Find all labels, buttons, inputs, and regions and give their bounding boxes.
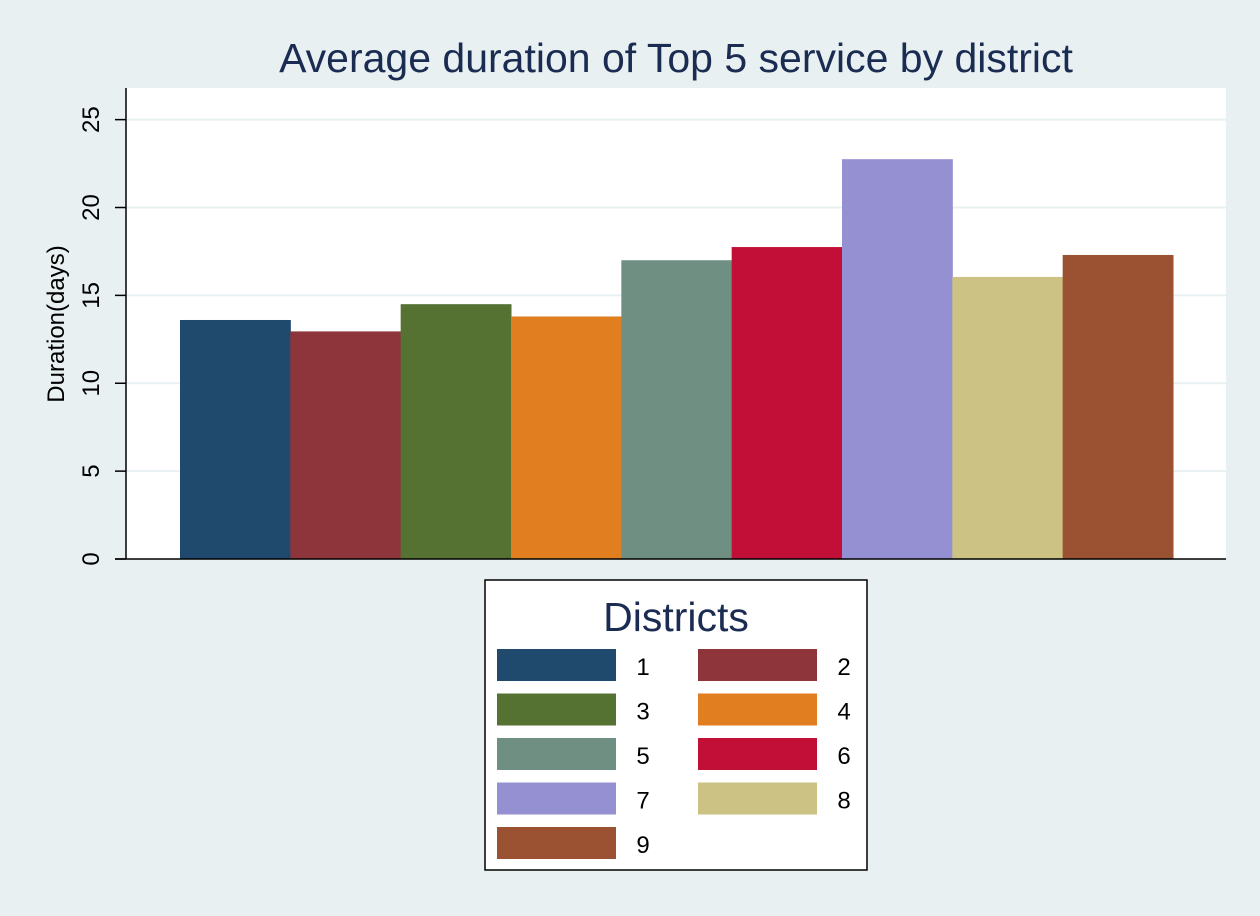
y-axis-label: Duration(days) [43, 245, 70, 402]
bar-district-9 [1062, 254, 1174, 559]
y-tick-labels: 0 5 10 15 20 25 [78, 106, 105, 565]
legend-label-2: 2 [837, 654, 850, 681]
legend-swatch-4 [698, 693, 817, 726]
legend-swatch-6 [698, 738, 817, 770]
legend-swatch-2 [698, 649, 817, 681]
legend-items: 1 2 3 4 5 6 7 8 9 [497, 649, 851, 859]
y-tick-label: 5 [78, 464, 105, 477]
legend-swatch-9 [497, 827, 616, 859]
bar-district-6 [731, 247, 843, 560]
legend-swatch-5 [497, 738, 616, 770]
chart-title: Average duration of Top 5 service by dis… [279, 35, 1073, 81]
legend-label-7: 7 [636, 788, 649, 815]
legend-label-1: 1 [636, 654, 649, 681]
legend-swatch-7 [497, 782, 616, 815]
legend-swatch-8 [698, 782, 817, 815]
axes [115, 88, 1226, 560]
y-tick-label: 0 [78, 552, 105, 565]
legend-label-9: 9 [636, 832, 649, 859]
y-tick-label: 20 [78, 194, 105, 221]
bar-district-7 [842, 159, 953, 559]
legend-label-8: 8 [837, 788, 850, 815]
legend-swatch-3 [497, 693, 616, 726]
legend-label-3: 3 [636, 699, 649, 726]
legend-swatch-1 [497, 649, 616, 681]
bars [180, 159, 1174, 560]
bar-district-2 [290, 331, 402, 559]
legend-label-4: 4 [837, 699, 850, 726]
y-tick-label: 25 [78, 106, 105, 133]
bar-district-3 [400, 304, 512, 559]
legend-label-5: 5 [636, 743, 649, 770]
bar-district-5 [621, 260, 733, 559]
y-tick-label: 10 [78, 370, 105, 397]
legend-label-6: 6 [837, 743, 850, 770]
bar-district-8 [952, 276, 1064, 559]
y-tick-label: 15 [78, 282, 105, 309]
bar-district-4 [511, 316, 622, 559]
bar-district-1 [180, 319, 291, 559]
legend: Districts 1 2 3 4 5 6 7 8 9 [484, 579, 868, 871]
legend-title: Districts [603, 594, 749, 640]
